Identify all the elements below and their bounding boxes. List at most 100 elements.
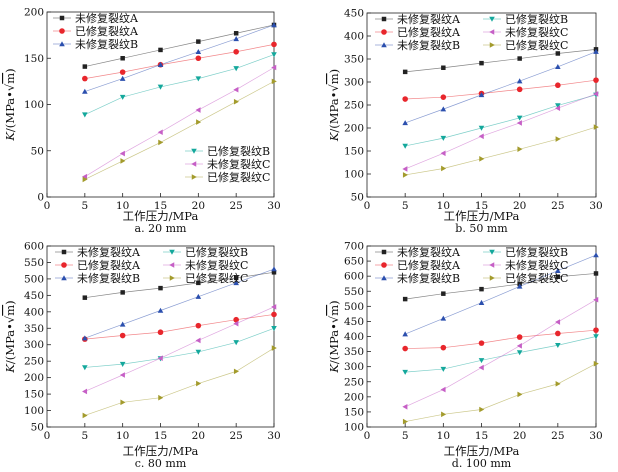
y-tick-label: 450 [344,316,364,328]
y-tick-label: 350 [24,323,44,335]
data-point-repaired_C [402,418,408,425]
data-point-repaired_A-shape [402,96,408,102]
legend-item-unrepaired_C: 未修复裂纹C [483,258,568,272]
legend-marker-shape [191,148,197,154]
data-point-unrepaired_C-shape [440,150,446,157]
data-point-repaired_A-shape [233,48,239,55]
data-point-unrepaired_B [402,120,408,126]
data-point-unrepaired_A-shape [555,274,561,280]
y-axis-label-part: ) [3,68,17,73]
y-tick-label: 250 [344,100,364,112]
legend-marker [381,16,387,22]
data-point-repaired_B-shape [271,326,277,332]
data-point-unrepaired_A-shape [233,275,239,281]
data-point-repaired_A-shape [593,327,599,333]
legend-item-unrepaired_B: 未修复裂纹B [375,271,460,285]
data-point-unrepaired_C-shape [119,150,125,157]
y-tick-label: 350 [344,54,364,66]
data-point-repaired_A [233,316,239,323]
data-point-unrepaired_A [233,31,239,36]
data-point-unrepaired_A [82,295,88,300]
data-point-repaired_C-shape [517,146,523,152]
y-tick-label: 350 [344,346,364,358]
data-point-repaired_C-shape [555,381,561,387]
data-point-repaired_A [516,86,523,93]
legend-label: 未修复裂纹B [75,37,138,51]
x-tick-label: 0 [44,200,51,212]
legend-item-repaired_C: 已修复裂纹C [163,271,248,285]
data-point-unrepaired_A [517,56,522,61]
data-point-unrepaired_A [120,56,125,61]
series-line-unrepaired_B [405,254,597,335]
data-point-unrepaired_C-shape [555,105,561,112]
chart-panel-b: 0 5 10 15 20 25 30 50 100 150 200 250 300 350 400 450 工作… [327,8,603,236]
legend-label: 已修复裂纹B [505,245,568,259]
data-point-repaired_B-shape [440,135,447,141]
y-tick-label: 150 [24,53,44,65]
series-line-unrepaired_C [405,93,597,170]
legend-marker-shape [61,262,67,268]
legend-item-repaired_A: 已修复裂纹A [375,258,461,272]
data-point-unrepaired_C [516,343,522,349]
series-line-unrepaired_B [405,51,597,124]
legend-label: 未修复裂纹B [397,38,460,52]
data-point-repaired_B-shape [478,125,485,131]
data-point-unrepaired_C [119,372,125,378]
data-point-unrepaired_C [82,173,88,180]
data-point-unrepaired_B-shape [402,331,408,337]
data-point-unrepaired_B [555,64,561,70]
legend-item-unrepaired_A: 未修复裂纹A [375,245,461,259]
x-tick-label: 5 [81,430,88,442]
data-point-repaired_B [516,115,523,121]
data-point-unrepaired_B [195,293,202,299]
y-tick-label: 400 [344,31,364,43]
y-axis-label-part: m [327,305,341,316]
y-tick-label: 550 [344,286,364,298]
data-point-repaired_B [440,366,447,372]
y-axis-label-part: ) [327,300,341,305]
data-point-unrepaired_A-shape [120,56,125,61]
x-tick-label: 30 [589,200,602,212]
legend-item-repaired_A: 已修复裂纹A [53,24,139,38]
data-point-repaired_A-shape [119,332,126,339]
y-axis-label-part: K [3,363,17,374]
data-point-repaired_C-shape [271,345,277,351]
data-point-unrepaired_C-shape [195,337,201,344]
legend-marker [381,262,387,268]
data-point-repaired_A [593,77,599,83]
y-tick-label: 200 [24,7,44,19]
legend-label: 已修复裂纹A [77,258,141,272]
data-point-repaired_B [402,369,408,375]
data-point-repaired_B-shape [233,66,239,72]
series-line-repaired_C [405,126,597,176]
y-axis-label-part: /(MPa•√ [3,83,17,132]
legend-marker-shape [489,275,495,281]
legend-item-repaired_A: 已修复裂纹A [55,258,141,272]
data-point-unrepaired_A [555,274,561,280]
data-point-unrepaired_A [196,39,201,44]
legend-label: 已修复裂纹A [397,25,461,39]
data-point-unrepaired_B-shape [478,92,485,98]
data-point-unrepaired_C [555,105,561,112]
data-point-unrepaired_C-shape [555,319,561,325]
data-point-repaired_B-shape [157,84,164,90]
data-point-unrepaired_A-shape [82,64,88,69]
x-tick-label: 10 [437,200,450,212]
y-tick-label: 100 [24,405,44,417]
data-point-repaired_C [402,172,408,178]
panel-caption: d. 100 mm [452,457,512,470]
legend-item-unrepaired_C: 未修复裂纹C [185,157,270,171]
x-tick-label: 30 [267,200,280,212]
y-axis-label-part: /(MPa•√ [327,84,341,133]
data-point-repaired_A [440,94,447,100]
series-line-repaired_A [405,329,597,349]
data-point-repaired_B [233,340,239,346]
legend-marker-shape [169,262,175,268]
data-point-repaired_C-shape [82,176,88,183]
data-point-unrepaired_B-shape [195,293,202,299]
data-point-repaired_C-shape [593,360,599,367]
data-point-repaired_B-shape [233,340,239,346]
data-point-unrepaired_B [233,280,239,286]
